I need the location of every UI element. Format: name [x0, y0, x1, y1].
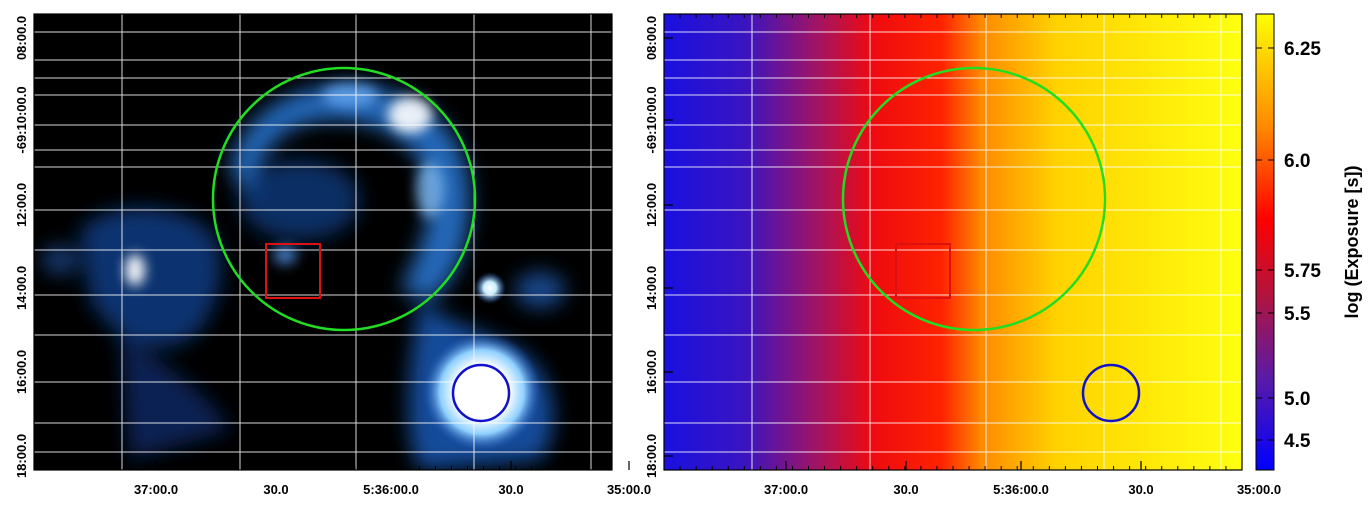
y-tick-label: 08:00.0 [14, 16, 29, 60]
colorbar-gradient [1255, 13, 1275, 471]
coordinate-grid-2 [664, 14, 1242, 470]
y-tick-label: 16:00.0 [14, 350, 29, 394]
region-circle-small [1081, 363, 1141, 423]
exposure-map-panel [664, 14, 1242, 470]
x-tick-label: 30.0 [498, 482, 523, 497]
colorbar-tick-label: 4.5 [1284, 431, 1311, 452]
axes-panel-2: 37:00.0 30.0 5:36:00.0 30.0 35:00.0 08:00.0 -6… [644, 13, 1281, 497]
xray-point-source [474, 272, 506, 304]
region-square [265, 243, 321, 299]
colorbar-label: log (Exposure [s]) [1342, 165, 1362, 318]
coordinate-grid-1 [34, 14, 612, 470]
xray-image-panel [34, 14, 612, 470]
x-tick-label: 5:36:00.0 [993, 482, 1049, 497]
y-tick-label: -69:10:00.0 [644, 86, 659, 153]
axes-panel-1: 37:00.0 30.0 5:36:00.0 30.0 35:00.0 08:00.0 -6… [14, 13, 651, 497]
y-tick-label: 18:00.0 [14, 434, 29, 478]
colorbar: 6.25 6.0 5.75 5.5 5.0 4.5 log (Exposure [s]) [1255, 13, 1362, 471]
colorbar-tick-label: 6.25 [1284, 39, 1321, 60]
x-tick-label: 37:00.0 [134, 482, 178, 497]
x-tick-label: 37:00.0 [764, 482, 808, 497]
y-tick-label: 08:00.0 [644, 16, 659, 60]
y-tick-label: 12:00.0 [14, 183, 29, 227]
x-tick-label: 30.0 [893, 482, 918, 497]
y-tick-label: 14:00.0 [14, 266, 29, 310]
y-tick-label: 12:00.0 [644, 183, 659, 227]
colorbar-tick-label: 5.75 [1284, 261, 1321, 282]
y-tick-label: 14:00.0 [644, 266, 659, 310]
region-circle-large [841, 66, 1107, 332]
y-tick-label: -69:10:00.0 [14, 86, 29, 153]
colorbar-tick-label: 6.0 [1284, 151, 1310, 172]
x-tick-label: 35:00.0 [607, 482, 651, 497]
region-circle-large [211, 66, 477, 332]
x-tick-label: 35:00.0 [1237, 482, 1281, 497]
region-square [895, 243, 951, 299]
x-tick-label: 5:36:00.0 [363, 482, 419, 497]
exposure-background [664, 14, 1242, 470]
x-tick-label: 30.0 [1128, 482, 1153, 497]
colorbar-tick-label: 5.5 [1284, 304, 1311, 325]
x-tick-label: 30.0 [263, 482, 288, 497]
region-circle-small [451, 363, 511, 423]
colorbar-tick-label: 5.0 [1284, 389, 1310, 410]
y-tick-label: 16:00.0 [644, 350, 659, 394]
y-tick-label: 18:00.0 [644, 434, 659, 478]
xray-bright-source [422, 332, 542, 452]
